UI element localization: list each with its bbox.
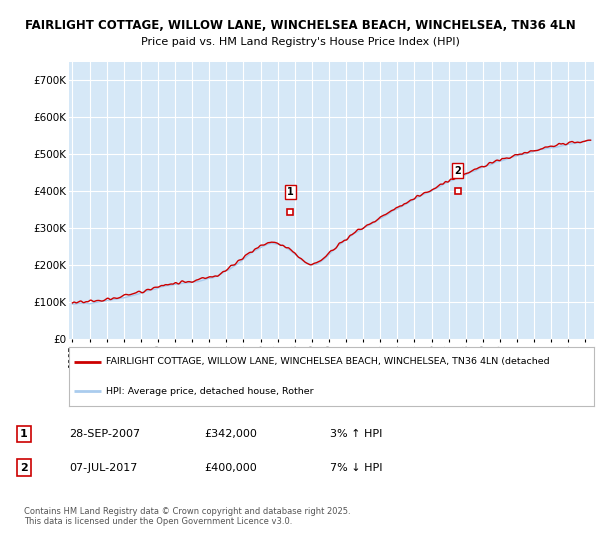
Text: £342,000: £342,000 <box>204 429 257 439</box>
Text: £400,000: £400,000 <box>204 463 257 473</box>
Text: HPI: Average price, detached house, Rother: HPI: Average price, detached house, Roth… <box>106 387 313 396</box>
Text: 2: 2 <box>20 463 28 473</box>
Text: Price paid vs. HM Land Registry's House Price Index (HPI): Price paid vs. HM Land Registry's House … <box>140 37 460 47</box>
Text: 07-JUL-2017: 07-JUL-2017 <box>69 463 137 473</box>
Text: 3% ↑ HPI: 3% ↑ HPI <box>330 429 382 439</box>
Text: 7% ↓ HPI: 7% ↓ HPI <box>330 463 383 473</box>
Text: Contains HM Land Registry data © Crown copyright and database right 2025.
This d: Contains HM Land Registry data © Crown c… <box>24 507 350 526</box>
Text: 28-SEP-2007: 28-SEP-2007 <box>69 429 140 439</box>
Text: FAIRLIGHT COTTAGE, WILLOW LANE, WINCHELSEA BEACH, WINCHELSEA, TN36 4LN (detached: FAIRLIGHT COTTAGE, WILLOW LANE, WINCHELS… <box>106 357 550 366</box>
Text: 1: 1 <box>20 429 28 439</box>
Text: 2: 2 <box>454 166 461 176</box>
Text: FAIRLIGHT COTTAGE, WILLOW LANE, WINCHELSEA BEACH, WINCHELSEA, TN36 4LN: FAIRLIGHT COTTAGE, WILLOW LANE, WINCHELS… <box>25 18 575 32</box>
Text: 1: 1 <box>287 187 294 197</box>
